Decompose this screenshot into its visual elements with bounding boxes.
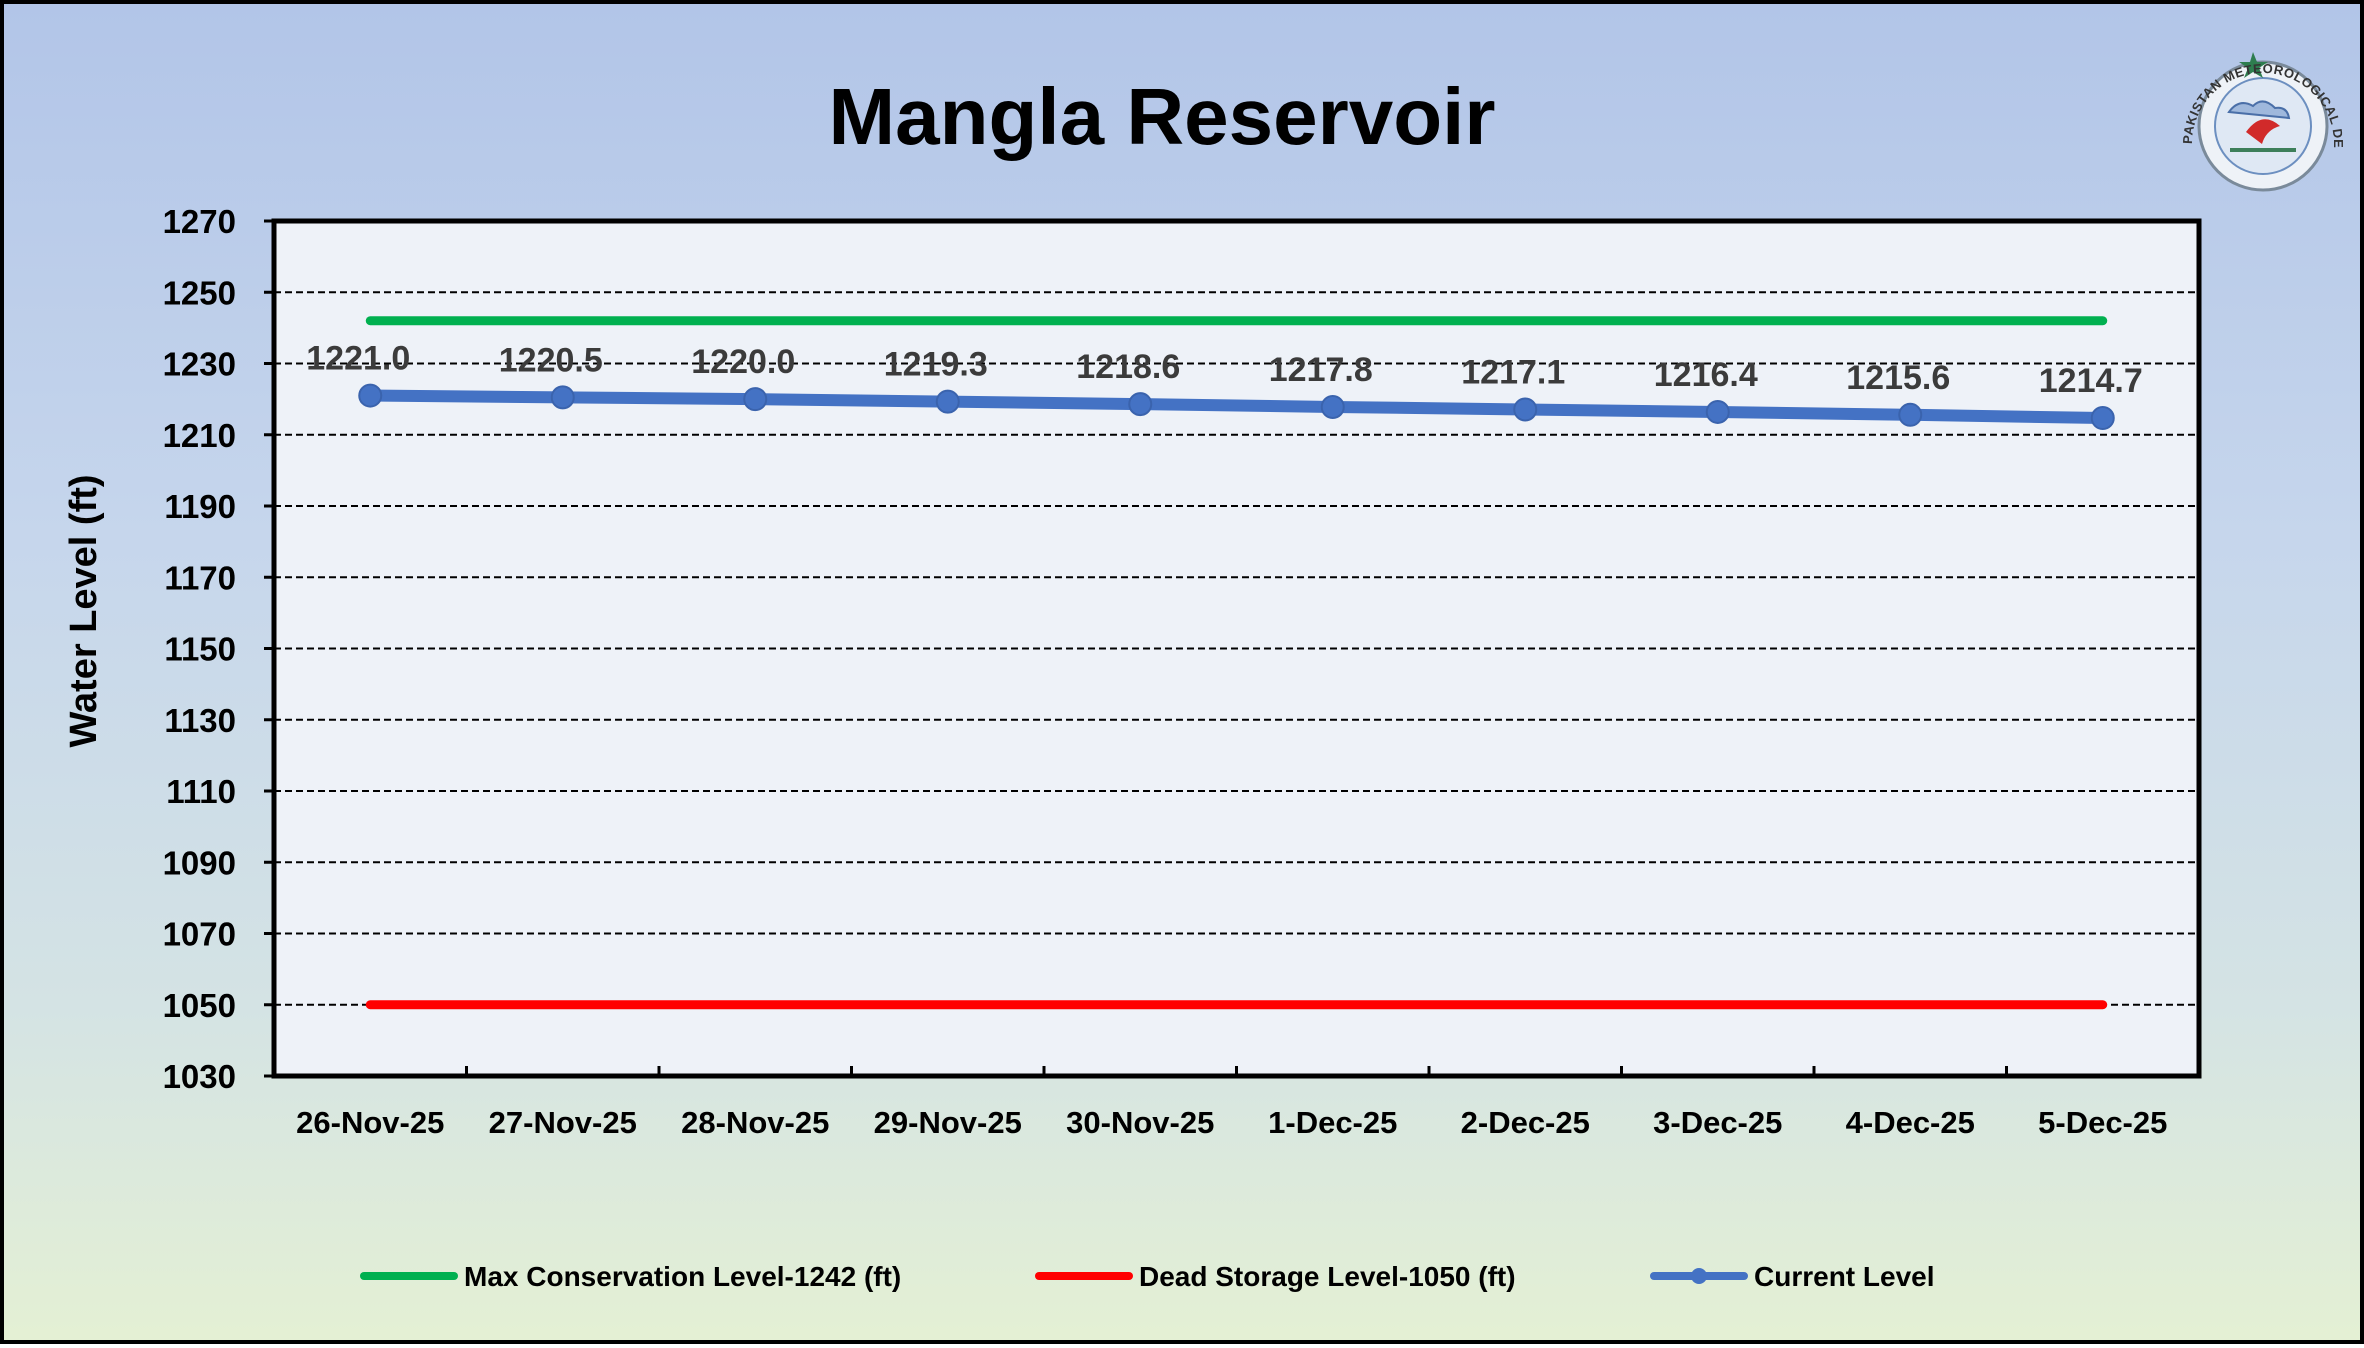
y-tick-label: 1130 — [164, 702, 236, 739]
x-tick-label: 2-Dec-25 — [1461, 1105, 1590, 1140]
y-tick-label: 1050 — [163, 987, 236, 1024]
legend-marker — [1691, 1268, 1707, 1284]
y-tick-label: 1110 — [166, 773, 236, 810]
series-line-2 — [364, 389, 2109, 425]
data-label: 1214.7 — [2039, 362, 2143, 400]
y-tick-label: 1230 — [163, 346, 236, 383]
series-lines — [364, 316, 2109, 1010]
data-markers — [358, 383, 2115, 431]
data-label: 1220.5 — [499, 341, 603, 379]
data-point — [1128, 392, 1153, 417]
legend-label: Max Conservation Level-1242 (ft) — [464, 1261, 901, 1292]
data-point — [1320, 394, 1345, 419]
y-tick-label: 1030 — [163, 1058, 236, 1095]
data-point — [743, 387, 768, 412]
data-point — [2090, 406, 2115, 431]
y-axis-title: Water Level (ft) — [63, 474, 105, 747]
x-tick-label: 4-Dec-25 — [1846, 1105, 1975, 1140]
x-tick-label: 28-Nov-25 — [681, 1105, 829, 1140]
data-label: 1219.3 — [884, 346, 988, 384]
data-label: 1217.8 — [1269, 351, 1373, 389]
x-tick-label: 1-Dec-25 — [1268, 1105, 1397, 1140]
x-tick-label: 27-Nov-25 — [489, 1105, 637, 1140]
y-tick-label: 1250 — [163, 274, 236, 311]
data-point — [1705, 399, 1730, 424]
x-tick-label: 26-Nov-25 — [296, 1105, 444, 1140]
x-axis-tick-labels: 26-Nov-25 27-Nov-25 28-Nov-25 29-Nov-25 30-N… — [296, 1105, 2167, 1140]
y-tick-label: 1090 — [163, 844, 236, 881]
data-label: 1220.0 — [691, 343, 795, 381]
data-label: 1215.6 — [1846, 359, 1950, 397]
chart: Mangla Reservoir PAKISTAN METEOROLOGICAL… — [4, 4, 2346, 1292]
data-label: 1218.6 — [1076, 348, 1180, 386]
plot-border — [271, 218, 2202, 1079]
y-tick-label: 1170 — [164, 559, 236, 596]
x-tick-label: 30-Nov-25 — [1066, 1105, 1214, 1140]
legend-label: Current Level — [1754, 1261, 1935, 1292]
y-axis-tick-labels: 1030 1050 1070 1090 1110 1130 1150 1170 1190 1210… — [163, 203, 236, 1095]
chart-title: Mangla Reservoir — [829, 72, 1496, 161]
data-label: 1221.0 — [306, 340, 410, 378]
y-tick-label: 1150 — [164, 631, 236, 668]
data-labels: 1221.0 1220.5 1220.0 1219.3 1218.6 1217.8 1217… — [306, 340, 2143, 400]
data-label: 1216.4 — [1654, 356, 1758, 394]
x-tick-label: 3-Dec-25 — [1653, 1105, 1782, 1140]
data-point — [358, 383, 383, 408]
y-tick-label: 1270 — [163, 203, 236, 240]
y-tick-label: 1070 — [163, 916, 236, 953]
legend-label: Dead Storage Level-1050 (ft) — [1139, 1261, 1516, 1292]
data-point — [1898, 402, 1923, 427]
y-tick-label: 1210 — [163, 417, 236, 454]
data-point — [550, 385, 575, 410]
data-point — [1513, 397, 1538, 422]
data-label: 1217.1 — [1461, 353, 1565, 391]
y-tick-label: 1190 — [164, 488, 236, 525]
data-point — [935, 389, 960, 414]
x-tick-label: 29-Nov-25 — [874, 1105, 1022, 1140]
legend: Max Conservation Level-1242 (ft) Dead Sto… — [360, 1261, 1935, 1292]
x-tick-label: 5-Dec-25 — [2038, 1105, 2167, 1140]
